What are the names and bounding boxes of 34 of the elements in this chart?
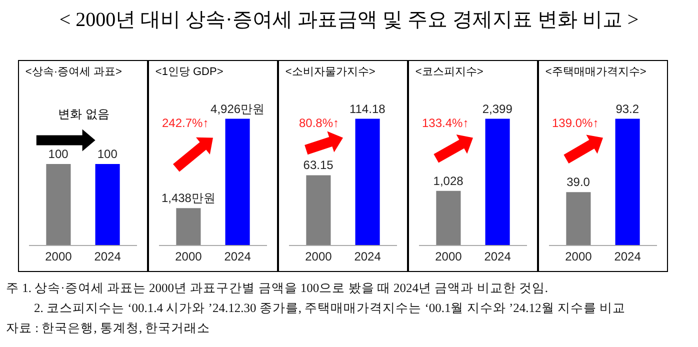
chart-title: <코스피지수>: [415, 66, 484, 78]
data-label: 1,438만원: [161, 191, 216, 206]
data-label: 2,399: [482, 102, 513, 116]
text: 주 1. 상속·증여세 과표는 2000년 과표구간별 금액을 100으로 봤을 때 2024년 금액과 비교한 것임.: [6, 280, 548, 297]
annotation: 242.7%↑: [162, 116, 209, 130]
x-tick-label: 2024: [94, 249, 122, 264]
annotation: 139.0%↑: [552, 116, 599, 130]
text: 2. 코스피지수는 ‘00.1.4 시가와 ’24.12.30 종가를, 주택매매가격지수는 ‘00.1월 지수와 ’24.12월 지수를 비교: [34, 300, 626, 317]
chart-title: <소비자물가지수>: [285, 66, 376, 78]
x-tick-label: 2024: [484, 249, 512, 264]
chart-title: <1인당 GDP>: [155, 66, 224, 78]
text: 자료 : 한국은행, 통계청, 한국거래소: [6, 320, 210, 337]
x-tick-label: 2024: [354, 249, 382, 264]
x-tick-label: 2024: [224, 249, 252, 264]
x-tick-label: 2000: [305, 249, 332, 264]
chart-title: <상속·증여세 과표>: [25, 66, 122, 78]
data-label: 114.18: [349, 102, 386, 116]
x-tick-label: 2024: [614, 249, 642, 264]
text: < 2000년 대비 상속·증여세 과표금액 및 주요 경제지표 변화 비교 >: [58, 8, 640, 33]
data-label: 100: [97, 146, 118, 161]
x-tick-label: 2000: [45, 249, 72, 264]
x-tick-label: 2000: [565, 249, 592, 264]
x-tick-label: 2000: [175, 249, 202, 264]
data-label: 63.15: [303, 158, 334, 172]
chart-title: <주택매매가격지수>: [545, 66, 646, 78]
data-label: 39.0: [566, 175, 590, 190]
data-label: 1,028: [433, 174, 464, 188]
data-label: 100: [48, 146, 69, 161]
data-label: 93.2: [616, 102, 640, 116]
data-label: 4,926만원: [210, 102, 265, 116]
text: 변화 없음: [58, 107, 110, 121]
annotation: 133.4%↑: [422, 116, 469, 130]
annotation: 80.8%↑: [299, 116, 340, 130]
x-tick-label: 2000: [435, 249, 462, 264]
